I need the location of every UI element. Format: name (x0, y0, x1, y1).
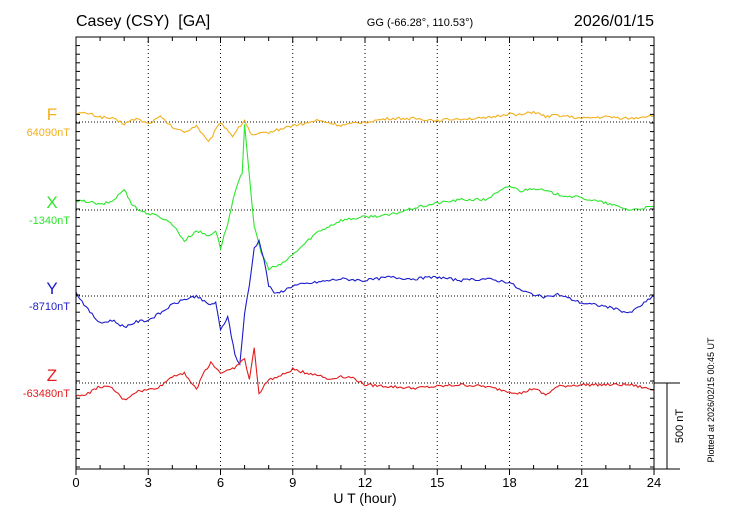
series-name-y: Y (46, 279, 57, 298)
series-line-z (75, 347, 654, 401)
plot-frame (75, 36, 655, 470)
series-baseline-z: -63480nT (23, 388, 70, 400)
coordinates-label: GG (-66.28°, 110.53°) (367, 17, 473, 29)
station-title: Casey (CSY) [GA] (76, 13, 210, 30)
x-tick-label: 12 (358, 475, 372, 490)
series-layer (75, 110, 655, 401)
tick-layer: 0 3 6 9 12 15 18 21 24 (72, 37, 661, 490)
date-label: 2026/01/15 (574, 13, 654, 30)
x-tick-label: 6 (217, 475, 224, 490)
series-labels-layer: F 64090nT X -1340nT Y -8710nT Z -63480nT (23, 105, 70, 400)
series-line-y (75, 238, 655, 366)
x-tick-label: 21 (575, 475, 589, 490)
series-line-f (75, 110, 655, 143)
series-line-x (75, 124, 655, 271)
x-tick-label: 24 (647, 475, 661, 490)
x-tick-label: 3 (145, 475, 152, 490)
series-baseline-y: -8710nT (29, 301, 70, 313)
series-name-z: Z (47, 366, 57, 385)
series-baseline-f: 64090nT (27, 127, 71, 139)
x-tick-label: 9 (289, 475, 296, 490)
x-tick-label: 15 (430, 475, 444, 490)
plotted-note: Plotted at 2026/02/15 00:45 UT (706, 337, 716, 463)
x-tick-label: 0 (72, 475, 79, 490)
x-tick-label: 18 (502, 475, 516, 490)
scale-bar: 500 nT (654, 382, 686, 470)
grid-layer (147, 37, 583, 469)
series-name-f: F (47, 105, 57, 124)
series-name-x: X (46, 193, 57, 212)
series-baseline-x: -1340nT (29, 215, 70, 227)
scale-bar-label: 500 nT (674, 409, 686, 444)
x-axis-label: U T (hour) (333, 490, 396, 506)
